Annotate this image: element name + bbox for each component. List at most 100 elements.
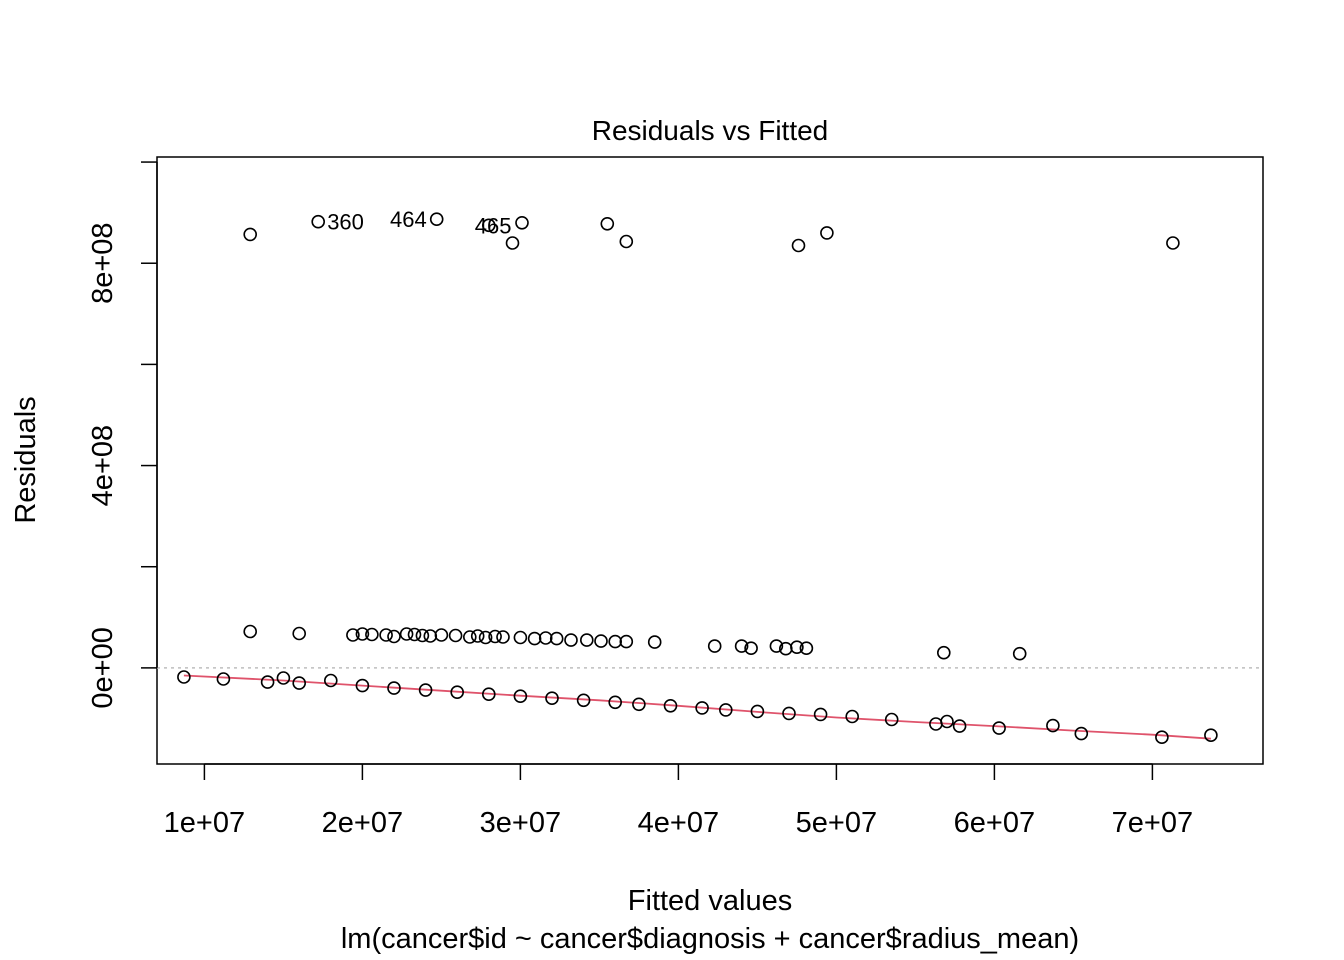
data-point (292, 676, 307, 690)
outlier-point (820, 226, 834, 240)
data-point (513, 630, 528, 645)
data-point (1012, 646, 1027, 661)
data-point (707, 639, 722, 653)
lowess-smoother-line (183, 674, 1211, 740)
data-point (734, 639, 749, 653)
data-point (608, 634, 623, 649)
x-tick-label: 2e+07 (322, 807, 403, 839)
data-point (488, 629, 502, 644)
data-point (619, 634, 634, 649)
data-point (407, 627, 422, 642)
chart-title: Residuals vs Fitted (592, 115, 829, 146)
x-tick-label: 4e+07 (638, 807, 719, 839)
y-tick-label: 8e+08 (87, 222, 119, 303)
data-point (799, 641, 814, 656)
y-tick-label: 0e+00 (87, 627, 119, 708)
x-tick-label: 5e+07 (796, 807, 877, 839)
data-point (323, 673, 338, 688)
x-tick-label: 1e+07 (164, 807, 245, 839)
data-point (608, 695, 623, 710)
outlier-label: 360 (327, 210, 364, 235)
data-point (462, 630, 477, 644)
data-point (579, 633, 594, 647)
model-formula-label: lm(cancer$id ~ cancer$diagnosis + cancer… (341, 923, 1079, 955)
data-point (1204, 728, 1218, 743)
data-point (365, 627, 379, 642)
data-point (782, 706, 796, 721)
data-point (718, 703, 733, 717)
data-point (276, 671, 291, 685)
data-point (744, 641, 758, 656)
data-point (538, 631, 553, 645)
data-point (355, 627, 370, 641)
data-point (346, 628, 360, 642)
data-point (513, 689, 528, 704)
outlier-point (791, 238, 806, 253)
x-tick-label: 3e+07 (480, 807, 561, 839)
data-point (813, 707, 828, 722)
data-point (940, 714, 954, 729)
data-point (355, 678, 370, 693)
outlier-point (429, 212, 444, 226)
data-point (564, 633, 578, 647)
outlier-point (619, 234, 634, 249)
outlier-point (311, 214, 326, 229)
data-point (790, 640, 804, 655)
x-axis: 1e+07 2e+07 3e+07 4e+07 5e+07 6e+07 7e+07 (164, 763, 1193, 839)
outlier-point (515, 216, 529, 230)
outlier-point (600, 217, 615, 231)
data-point (845, 709, 860, 724)
outlier-point (243, 227, 257, 242)
data-point (576, 693, 591, 708)
data-point (647, 635, 662, 649)
data-point (549, 631, 564, 646)
data-point (1074, 726, 1089, 741)
data-point (769, 639, 784, 653)
plot-frame (156, 156, 1264, 765)
data-point (884, 712, 899, 727)
outlier-label: 465 (475, 213, 512, 238)
data-point (1155, 730, 1169, 745)
point-labels-layer: 360 464 465 (327, 207, 511, 238)
outlier-point (481, 218, 496, 233)
data-point (434, 628, 449, 642)
y-axis-label: Residuals (10, 396, 42, 523)
data-point (594, 634, 608, 648)
data-point (243, 624, 257, 639)
y-tick-label: 4e+08 (87, 425, 119, 506)
x-axis-label: Fitted values (628, 885, 792, 917)
data-point (750, 704, 765, 719)
points-layer (177, 212, 1218, 745)
data-point (481, 687, 496, 702)
data-point (387, 629, 401, 644)
data-point (260, 675, 275, 689)
data-point (470, 629, 485, 643)
outlier-label: 464 (390, 207, 427, 232)
data-point (415, 628, 430, 643)
outlier-point (1166, 236, 1180, 250)
data-point (450, 685, 465, 700)
data-point (379, 628, 393, 642)
data-point (936, 645, 951, 660)
data-point (663, 698, 678, 713)
data-point (1046, 718, 1060, 733)
data-point (423, 629, 438, 643)
data-point (399, 627, 414, 641)
data-point (496, 630, 510, 644)
data-point (992, 721, 1006, 735)
data-point (177, 670, 191, 684)
smoother-layer (183, 674, 1211, 740)
y-axis: 0e+00 4e+08 8e+08 (87, 161, 158, 709)
data-point (448, 628, 463, 643)
data-point (478, 630, 493, 645)
data-point (545, 691, 559, 706)
data-point (527, 631, 542, 646)
data-point (292, 626, 307, 641)
x-tick-label: 6e+07 (954, 807, 1035, 839)
data-point (387, 681, 401, 695)
data-point (632, 697, 646, 712)
data-point (418, 683, 433, 697)
outlier-point (505, 236, 520, 250)
x-tick-label: 7e+07 (1112, 807, 1193, 839)
